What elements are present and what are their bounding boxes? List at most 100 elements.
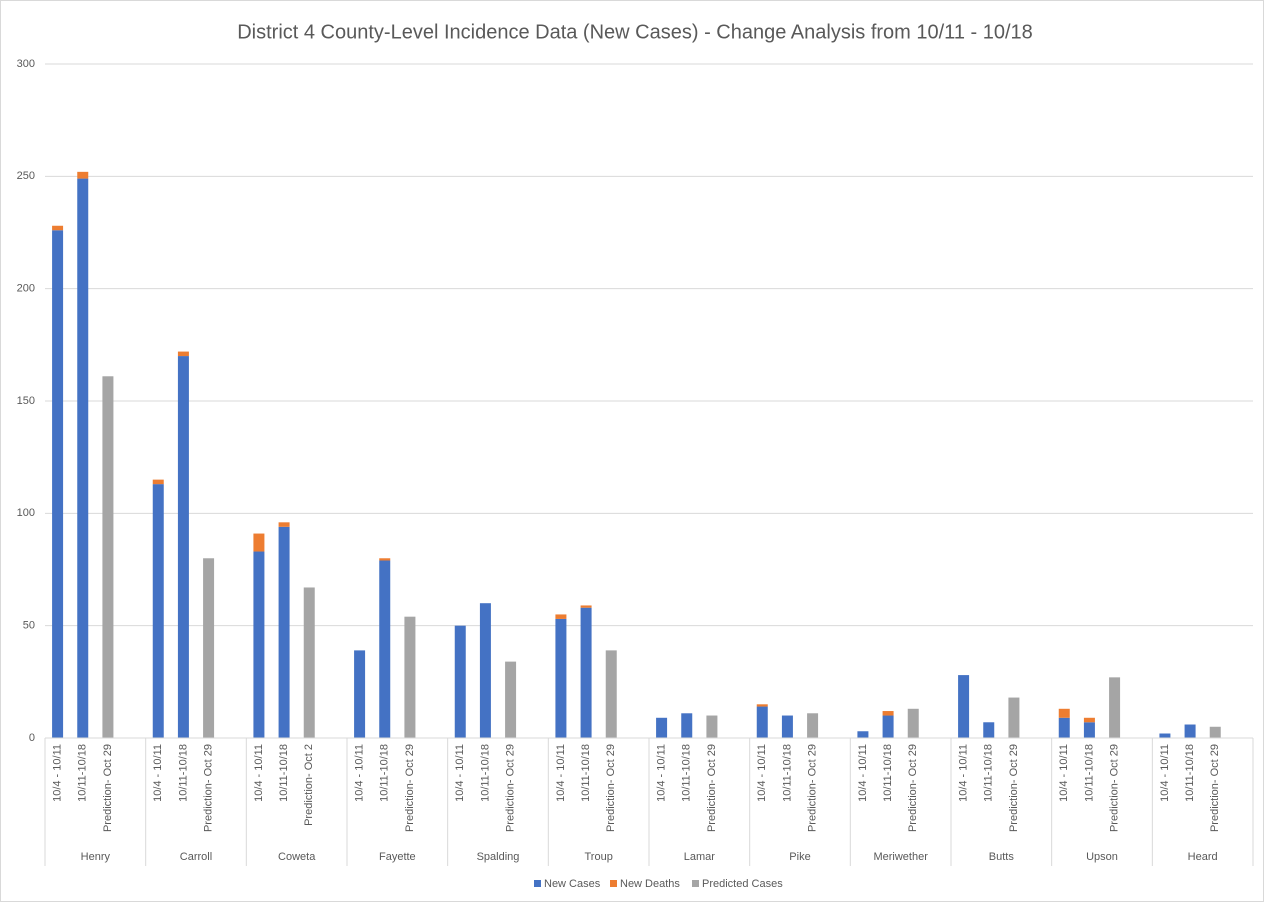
- bar-segment: [404, 616, 416, 738]
- bar-segment: [1209, 726, 1221, 738]
- group-label: Pike: [789, 851, 810, 863]
- bar-segment: [177, 356, 189, 738]
- group-label: Spalding: [477, 851, 520, 863]
- bar-segment: [857, 731, 869, 738]
- chart-title: District 4 County-Level Incidence Data (…: [237, 21, 1033, 43]
- bar-segment: [656, 717, 668, 738]
- x-tick-label: 10/11-10/18: [77, 744, 89, 802]
- y-tick-label: 150: [17, 395, 35, 407]
- bar-segment: [907, 708, 919, 738]
- bar-segment: [756, 706, 768, 738]
- group-label: Upson: [1086, 851, 1118, 863]
- bar-segment: [1008, 697, 1020, 738]
- x-tick-label: Prediction- Oct 2: [303, 744, 315, 826]
- x-tick-label: 10/11-10/18: [278, 744, 290, 802]
- bar-segment: [580, 605, 592, 608]
- bar-segment: [354, 650, 366, 738]
- x-tick-label: 10/11-10/18: [983, 744, 995, 802]
- x-tick-label: Prediction- Oct 29: [404, 744, 416, 832]
- bar-segment: [379, 558, 391, 561]
- y-tick-label: 200: [17, 283, 35, 295]
- bar-segment: [681, 713, 693, 738]
- bar-segment: [102, 376, 114, 738]
- bar-segment: [479, 603, 491, 738]
- bar-segment: [77, 178, 89, 738]
- group-label: Lamar: [684, 851, 716, 863]
- bar-segment: [555, 614, 567, 619]
- bar-segment: [580, 607, 592, 738]
- bar-segment: [781, 715, 793, 738]
- bar-segment: [152, 484, 164, 738]
- bar-segment: [882, 711, 894, 716]
- group-label: Henry: [81, 851, 111, 863]
- bar-segment: [379, 560, 391, 738]
- x-tick-label: 10/11-10/18: [1083, 744, 1095, 802]
- bar-segment: [1184, 724, 1196, 738]
- group-label: Troup: [585, 851, 613, 863]
- x-tick-label: 10/11-10/18: [177, 744, 189, 802]
- x-tick-label: Prediction- Oct 29: [706, 744, 718, 832]
- x-tick-label: 10/11-10/18: [781, 744, 793, 802]
- group-label: Butts: [989, 851, 1015, 863]
- x-tick-label: 10/4 - 10/11: [857, 744, 869, 802]
- bar-segment: [505, 661, 517, 738]
- group-label: Coweta: [278, 851, 316, 863]
- bar-segment: [278, 522, 290, 527]
- legend-label: Predicted Cases: [702, 878, 783, 890]
- bar-segment: [303, 587, 315, 738]
- bar-segment: [605, 650, 617, 738]
- bar-segment: [706, 715, 718, 738]
- bar-segment: [1109, 677, 1121, 738]
- bar-segment: [52, 225, 64, 231]
- bar-segment: [555, 618, 567, 738]
- legend-label: New Cases: [544, 878, 601, 890]
- bar-segment: [756, 704, 768, 707]
- x-tick-label: Prediction- Oct 29: [202, 744, 214, 832]
- bar-segment: [1058, 708, 1070, 718]
- x-tick-label: 10/11-10/18: [1184, 744, 1196, 802]
- bar-segment: [253, 551, 265, 738]
- y-tick-label: 100: [17, 507, 35, 519]
- bar-segment: [152, 479, 164, 485]
- bar-segment: [1083, 722, 1095, 738]
- bar-segment: [983, 722, 995, 738]
- x-tick-label: 10/4 - 10/11: [253, 744, 265, 802]
- x-tick-label: 10/11-10/18: [882, 744, 894, 802]
- x-tick-label: 10/11-10/18: [681, 744, 693, 802]
- y-tick-label: 0: [29, 732, 35, 744]
- x-tick-label: 10/11-10/18: [379, 744, 391, 802]
- bar-segment: [52, 230, 64, 738]
- x-tick-label: Prediction- Oct 29: [504, 744, 516, 832]
- y-tick-label: 250: [17, 170, 35, 182]
- x-tick-label: Prediction- Oct 29: [1108, 744, 1120, 832]
- bar-segment: [77, 171, 89, 179]
- bar-segment: [203, 558, 215, 738]
- x-tick-label: 10/4 - 10/11: [152, 744, 164, 802]
- x-tick-label: Prediction- Oct 29: [102, 744, 114, 832]
- y-tick-label: 50: [23, 620, 35, 632]
- x-tick-label: Prediction- Oct 29: [1209, 744, 1221, 832]
- x-tick-label: 10/11-10/18: [580, 744, 592, 802]
- bar-segment: [882, 715, 894, 738]
- legend-label: New Deaths: [620, 878, 680, 890]
- x-tick-label: 10/4 - 10/11: [51, 744, 63, 802]
- x-tick-label: 10/4 - 10/11: [655, 744, 667, 802]
- x-tick-label: Prediction- Oct 29: [605, 744, 617, 832]
- bar-segment: [807, 713, 819, 738]
- x-tick-label: 10/4 - 10/11: [454, 744, 466, 802]
- x-tick-label: Prediction- Oct 29: [1008, 744, 1020, 832]
- legend-swatch: [692, 880, 699, 887]
- y-tick-label: 300: [17, 58, 35, 70]
- legend-swatch: [610, 880, 617, 887]
- bar-segment: [454, 625, 466, 738]
- group-label: Carroll: [180, 851, 212, 863]
- x-tick-label: 10/4 - 10/11: [353, 744, 365, 802]
- bar-segment: [1159, 733, 1171, 738]
- x-tick-label: Prediction- Oct 29: [907, 744, 919, 832]
- bar-segment: [958, 675, 970, 738]
- x-tick-label: 10/4 - 10/11: [957, 744, 969, 802]
- x-tick-label: Prediction- Oct 29: [806, 744, 818, 832]
- bar-segment: [1083, 717, 1095, 723]
